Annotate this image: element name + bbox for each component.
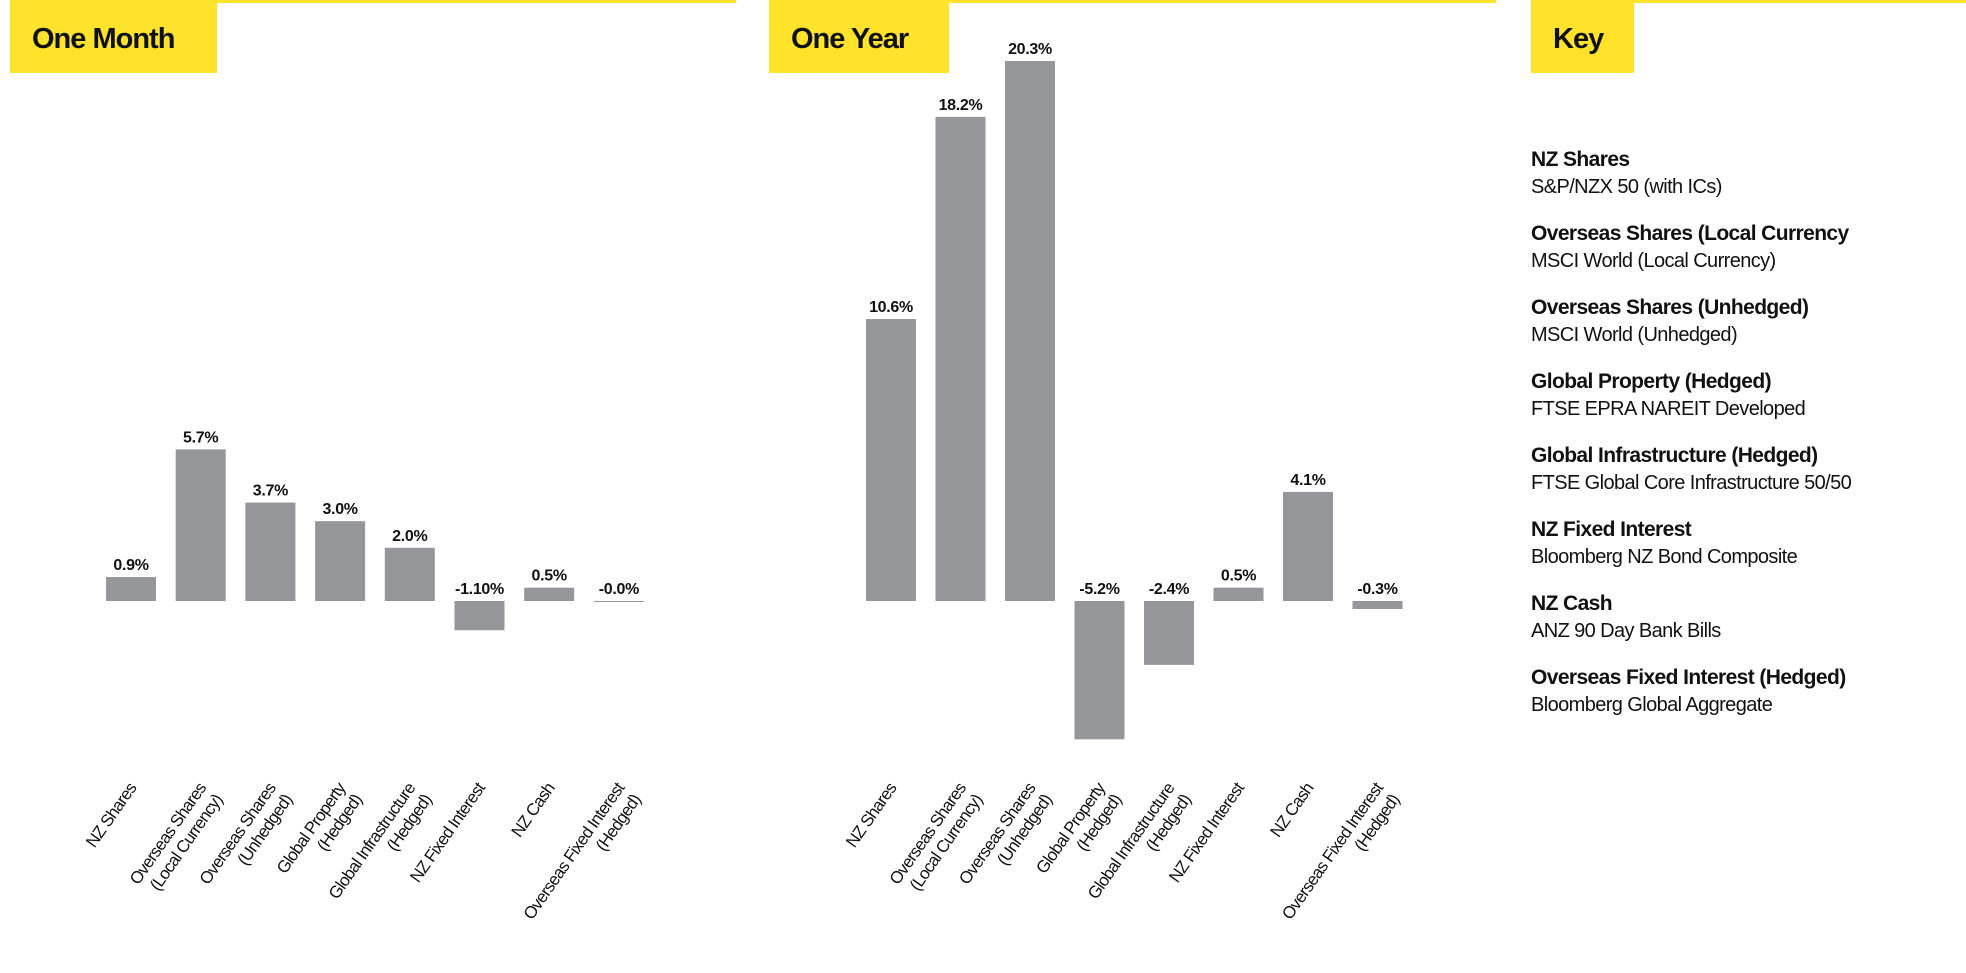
bar: [106, 577, 156, 601]
bar: [1144, 601, 1194, 665]
data-label: 18.2%: [939, 97, 983, 114]
category-label: NZ Shares: [842, 779, 900, 851]
bar: [866, 319, 916, 601]
key-item-name: NZ Fixed Interest: [1531, 518, 1692, 541]
key-item-name: Global Property (Hedged): [1531, 370, 1772, 393]
data-label: -0.3%: [1357, 581, 1397, 598]
key-item-index: FTSE EPRA NAREIT Developed: [1531, 398, 1806, 420]
key-item-name: NZ Shares: [1531, 148, 1630, 171]
data-label: 3.0%: [322, 501, 357, 518]
bar: [454, 601, 505, 631]
key-title: Key: [1531, 0, 1634, 73]
data-label: 0.5%: [532, 568, 567, 585]
data-label: 5.7%: [183, 429, 218, 446]
data-label: -0.0%: [599, 581, 639, 598]
bar: [1005, 61, 1055, 601]
key-item-index: Bloomberg NZ Bond Composite: [1531, 546, 1798, 568]
key-item-name: Overseas Fixed Interest (Hedged): [1531, 666, 1846, 689]
data-label: -1.10%: [455, 581, 504, 598]
bar: [315, 521, 366, 601]
bar: [1352, 601, 1403, 609]
data-label: 2.0%: [392, 528, 427, 545]
year-title: One Year: [769, 0, 949, 73]
data-label: 0.5%: [1221, 568, 1256, 585]
data-label: 10.6%: [869, 299, 913, 316]
key-item-index: ANZ 90 Day Bank Bills: [1531, 620, 1721, 642]
key-item-name: Overseas Shares (Unhedged): [1531, 296, 1809, 319]
key-item-name: NZ Cash: [1531, 592, 1613, 615]
bar: [175, 449, 226, 601]
category-label: NZ Cash: [1266, 779, 1317, 841]
year-top-rule: [769, 0, 1496, 3]
key-item-index: Bloomberg Global Aggregate: [1531, 694, 1773, 716]
data-label: -5.2%: [1079, 581, 1119, 598]
data-label: 3.7%: [253, 483, 288, 500]
key-item: Overseas Fixed Interest (Hedged) Bloombe…: [1531, 664, 1961, 718]
data-label: 0.9%: [113, 557, 148, 574]
key-item: Overseas Shares (Unhedged) MSCI World (U…: [1531, 294, 1961, 348]
data-label: -2.4%: [1149, 581, 1189, 598]
key-item: NZ Fixed Interest Bloomberg NZ Bond Comp…: [1531, 516, 1961, 570]
month-top-rule: [10, 0, 736, 3]
bar: [1283, 491, 1333, 601]
key-item: Overseas Shares (Local Currency MSCI Wor…: [1531, 220, 1961, 274]
bar: [1213, 587, 1264, 601]
bar: [524, 587, 575, 601]
key-item-index: FTSE Global Core Infrastructure 50/50: [1531, 472, 1852, 494]
key-list: NZ Shares S&P/NZX 50 (with ICs) Overseas…: [1531, 146, 1961, 738]
key-item-name: Global Infrastructure (Hedged): [1531, 444, 1818, 467]
key-item: Global Infrastructure (Hedged) FTSE Glob…: [1531, 442, 1961, 496]
key-item-index: S&P/NZX 50 (with ICs): [1531, 176, 1722, 198]
key-item-index: MSCI World (Local Currency): [1531, 250, 1776, 272]
month-title: One Month: [10, 0, 217, 73]
bar: [384, 547, 435, 601]
key-item-index: MSCI World (Unhedged): [1531, 324, 1738, 346]
key-top-rule: [1531, 0, 1966, 3]
key-item: NZ Cash ANZ 90 Day Bank Bills: [1531, 590, 1961, 644]
category-label: NZ Cash: [508, 779, 559, 841]
category-label: NZ Shares: [82, 779, 140, 851]
key-item-name: Overseas Shares (Local Currency: [1531, 222, 1849, 245]
bar: [245, 502, 296, 601]
key-item: NZ Shares S&P/NZX 50 (with ICs): [1531, 146, 1961, 200]
key-item: Global Property (Hedged) FTSE EPRA NAREI…: [1531, 368, 1961, 422]
bar: [593, 601, 644, 602]
data-label: 4.1%: [1290, 472, 1325, 489]
bar: [935, 116, 986, 601]
bar: [1074, 601, 1125, 740]
data-label: 20.3%: [1008, 41, 1052, 58]
